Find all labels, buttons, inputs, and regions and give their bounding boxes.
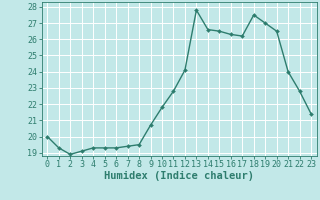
X-axis label: Humidex (Indice chaleur): Humidex (Indice chaleur) xyxy=(104,171,254,181)
